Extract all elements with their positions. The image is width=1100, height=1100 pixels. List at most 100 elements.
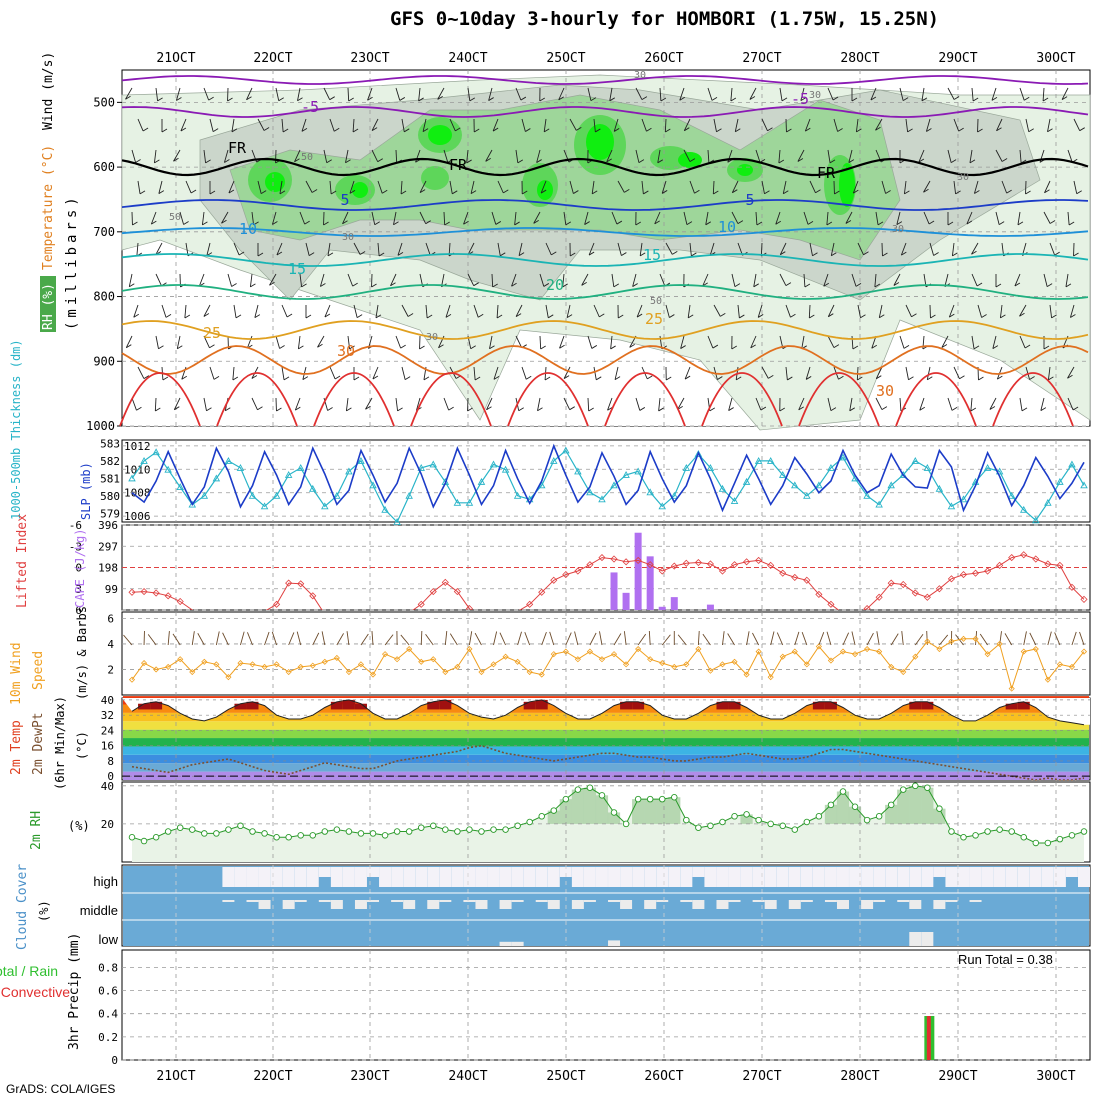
wind-barb [830, 242, 835, 256]
wind-barb-flag [352, 128, 359, 133]
wind-barb [324, 304, 331, 318]
wind-barb [449, 118, 456, 132]
wind-barb-flag [246, 96, 252, 101]
wind-barb [371, 149, 379, 162]
rh-contour-label: 30 [342, 232, 354, 243]
thickness-marker [622, 470, 630, 478]
wind-barb-flag [996, 127, 1002, 132]
wind-barb-flag [831, 252, 837, 257]
wind-barb-flag [438, 344, 444, 349]
surface-wind-barb [851, 631, 856, 646]
thickness-marker [284, 470, 293, 478]
thickness-marker [321, 502, 329, 510]
surface-wind-barb [979, 633, 988, 646]
temp-ytick-label: 0 [107, 770, 114, 783]
wind-barb [443, 149, 449, 163]
li-marker [767, 561, 775, 569]
thickness-marker [188, 500, 197, 508]
wind-barb-flag [661, 190, 668, 194]
thickness-marker [863, 491, 871, 499]
cloud-middle-cell [824, 900, 837, 902]
wind-barb-flag [1068, 221, 1075, 226]
rh-contour-label: 50 [169, 212, 181, 223]
wind-barb-flag [638, 159, 645, 164]
wind-barb-flag [298, 345, 304, 350]
wind-barb-flag [992, 345, 999, 349]
bottom-date-label: 30OCT [1036, 1069, 1075, 1084]
wind-barb [855, 118, 859, 132]
wind-barb-flag [231, 283, 237, 287]
rh-ytick-label: 20 [101, 818, 114, 831]
wind-barb [785, 366, 788, 380]
wind-barb-flag [352, 282, 358, 287]
wind-barb [687, 304, 691, 318]
wind-barb [677, 397, 685, 410]
wind-barb-flag [260, 190, 267, 194]
li-marker [140, 588, 148, 596]
wind-barb [757, 304, 763, 318]
wind-barb [730, 87, 733, 101]
wind-barb [563, 397, 571, 410]
thickness-marker [369, 481, 377, 489]
wind-barb-flag [540, 189, 547, 194]
wind-barb [473, 366, 476, 380]
wind-speed-marker [972, 635, 979, 642]
wind-barb [128, 273, 133, 287]
wind-ylabel-b: Speed [31, 651, 46, 690]
wind-speed-marker [598, 656, 606, 663]
wind-barb [977, 304, 983, 318]
precip-ytick-label: 0.2 [98, 1031, 118, 1044]
thickness-marker [1007, 491, 1016, 499]
wind-barb-flag [853, 189, 859, 194]
wind-barb [203, 87, 210, 101]
isotherm-label: 5 [340, 191, 349, 209]
rh-marker [899, 786, 907, 793]
wind-barb [155, 242, 163, 255]
wind-barb-flag [639, 407, 646, 411]
surface-wind-barb [794, 631, 800, 646]
wind-ytick-label: 4 [107, 638, 114, 651]
cloud-middle-cell [403, 900, 416, 909]
wind-barb-flag [760, 406, 767, 411]
cloud-low-cell [608, 940, 621, 946]
rh-marker [333, 826, 341, 833]
surface-wind-barb [271, 631, 278, 646]
wind-barb-flag [263, 127, 270, 131]
precip-ylabel: 3hr Precip (mm) [67, 933, 82, 1050]
thickness-marker [923, 463, 932, 471]
wind-barb-flag [1043, 345, 1050, 350]
wind-speed-marker [888, 663, 895, 670]
wind-speed-marker [707, 667, 714, 674]
li-marker [622, 558, 630, 566]
rh-marker [851, 803, 859, 811]
thick-ylabel: 1000-500mb Thickness (dm) [9, 339, 23, 520]
wind-barb-flag [125, 95, 131, 100]
thickness-marker [164, 465, 172, 473]
wind-barb-flag [684, 127, 690, 132]
wind-barb [347, 273, 354, 287]
wind-barb-flag [903, 344, 910, 349]
cloud-ylabel: Cloud Cover [15, 864, 30, 950]
wind-barb [466, 149, 469, 163]
wind-speed-marker [177, 656, 184, 663]
rh-contour-label: 30 [426, 332, 438, 343]
wind-barb [1067, 397, 1074, 411]
wind-barb [515, 304, 523, 317]
wind-barb [635, 397, 641, 411]
isotherm-35-arch [701, 372, 783, 427]
temp-axis-label: Temperature (°C) [41, 145, 56, 270]
wind-barb [905, 304, 912, 317]
wind-barb [375, 304, 379, 318]
li-ytick-label: 3 [75, 583, 82, 596]
cloud-high-cell [800, 867, 813, 887]
wind-barb [329, 180, 332, 194]
slp-axis-label: SLP (mb) [79, 462, 93, 520]
cloud-middle-cell [583, 900, 596, 902]
wind-barb [893, 273, 901, 286]
isotherm-label: FR [449, 156, 468, 174]
wind-barb [521, 118, 526, 132]
wind-barb-flag [503, 189, 509, 194]
cloud-high-cell [451, 867, 464, 887]
wind-barb-flag [455, 127, 461, 132]
cloud-middle-cell [318, 900, 331, 902]
